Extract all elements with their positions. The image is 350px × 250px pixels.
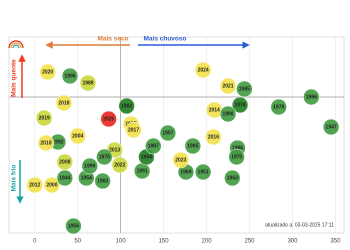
point-label: 1951 xyxy=(198,169,209,175)
point-label: 2016 xyxy=(208,134,219,140)
point xyxy=(26,176,44,194)
point xyxy=(125,121,142,139)
point-label: 2012 xyxy=(29,182,40,188)
point-label: 1999 xyxy=(84,163,95,169)
point-label: 1983 xyxy=(97,178,108,184)
point-label: 1947 xyxy=(326,124,337,130)
point xyxy=(236,80,253,98)
label-colder: Mais frio xyxy=(11,165,18,192)
point-label: 2020 xyxy=(42,69,53,75)
x-tick-label: 50 xyxy=(74,239,81,245)
point xyxy=(219,105,237,123)
point-label: 2023 xyxy=(175,157,186,163)
point xyxy=(194,163,212,181)
point-label: 1969 xyxy=(180,169,191,175)
x-tick-label: 300 xyxy=(287,239,298,245)
point-label: 1979 xyxy=(273,104,284,110)
point-label: 1978 xyxy=(235,102,246,108)
label-wetter: Mais chuvoso xyxy=(144,36,187,43)
point-label: 1994 xyxy=(141,154,152,160)
point-label: 1963 xyxy=(227,175,238,181)
x-tick-label: 250 xyxy=(245,239,256,245)
point xyxy=(118,97,135,115)
point xyxy=(96,148,113,166)
point xyxy=(56,153,74,171)
point xyxy=(184,137,202,155)
point xyxy=(172,151,190,169)
point xyxy=(270,98,287,116)
point xyxy=(111,156,129,174)
point xyxy=(39,63,56,81)
label-warmer: Mais quente xyxy=(11,59,18,97)
logo xyxy=(8,40,24,49)
point-label: 1966 xyxy=(306,94,317,100)
point xyxy=(303,88,320,106)
point-label: 2024 xyxy=(198,67,209,73)
point-label: 2019 xyxy=(39,115,50,121)
plot-frame xyxy=(8,36,345,234)
point xyxy=(228,148,245,166)
point-label: 1990 xyxy=(222,111,233,117)
point-label: 1985 xyxy=(239,86,250,92)
point xyxy=(37,134,55,152)
point-label: 2010 xyxy=(40,140,51,146)
point-label: 1991 xyxy=(137,168,148,174)
point xyxy=(231,96,249,114)
point-label: 2021 xyxy=(222,83,233,89)
x-tick-label: 0 xyxy=(33,239,37,245)
point-label: 1982 xyxy=(121,103,132,109)
point-label: 2014 xyxy=(209,107,220,113)
x-tick-label: 200 xyxy=(202,239,213,245)
point-label: 1944 xyxy=(59,175,70,181)
point xyxy=(55,94,73,112)
x-tick-label: 100 xyxy=(116,239,127,245)
point-label: 1987 xyxy=(148,143,159,149)
point-label: 2018 xyxy=(58,100,69,106)
point xyxy=(65,217,82,235)
point-label: 1956 xyxy=(68,223,79,229)
point-label: 2025 xyxy=(103,116,114,122)
point xyxy=(100,110,117,128)
point xyxy=(205,128,222,146)
point xyxy=(159,124,177,142)
point-label: 2022 xyxy=(114,162,125,168)
point xyxy=(79,74,97,92)
point xyxy=(94,172,111,190)
point xyxy=(81,157,98,175)
point xyxy=(61,67,79,85)
point xyxy=(219,77,237,95)
point-label: 1954 xyxy=(81,175,92,181)
point-label: 1995 xyxy=(187,143,198,149)
point xyxy=(43,176,61,194)
updated-note: atualizado a: 03-03-2025 17:11 xyxy=(265,222,334,228)
point-label: 1975 xyxy=(99,154,110,160)
point-label: 2000 xyxy=(46,182,57,188)
point-label: 1989 xyxy=(82,80,93,86)
point xyxy=(145,137,162,155)
point-label: 2008 xyxy=(59,159,70,165)
point xyxy=(35,109,53,127)
x-tick-label: 350 xyxy=(330,239,341,245)
x-tick-label: 150 xyxy=(159,239,170,245)
point xyxy=(194,61,212,79)
point-label: 1970 xyxy=(231,154,242,160)
point-label: 1986 xyxy=(232,145,243,151)
point xyxy=(322,118,340,136)
point-label: 2004 xyxy=(72,133,83,139)
point-label: 2017 xyxy=(128,127,139,133)
point xyxy=(69,127,86,145)
points: 2020199619892024202119852025198219772019… xyxy=(26,61,340,235)
point-label: 1992 xyxy=(52,139,63,145)
point xyxy=(224,169,241,187)
point-label: 2013 xyxy=(109,147,120,153)
point-label: 1996 xyxy=(64,73,75,79)
label-drier: Mais seco xyxy=(97,36,128,43)
point-label: 1957 xyxy=(162,130,173,136)
